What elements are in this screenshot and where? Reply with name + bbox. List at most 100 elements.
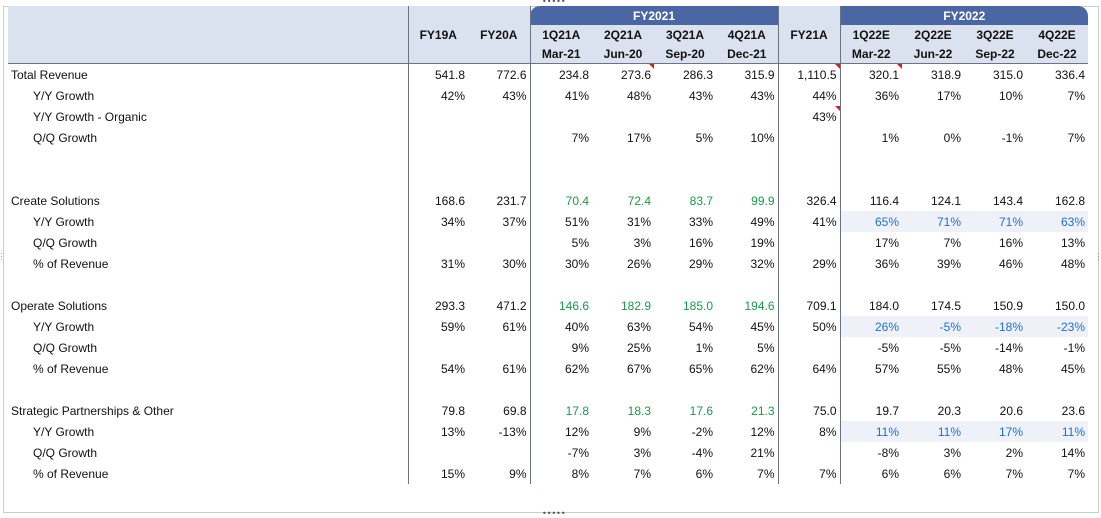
cell[interactable]: -7% (529, 442, 592, 463)
cell[interactable]: 7% (529, 127, 592, 148)
cell[interactable] (529, 106, 592, 127)
cell[interactable]: 185.0 (682, 298, 713, 313)
col-header-fy19a[interactable]: FY19A (407, 25, 468, 44)
cell[interactable]: 31% (407, 253, 468, 274)
cell[interactable]: 41% (529, 85, 592, 106)
cell[interactable]: 31% (626, 214, 651, 229)
cell[interactable]: 7% (1067, 88, 1085, 103)
cell[interactable]: 65% (688, 361, 713, 376)
cell[interactable] (902, 106, 964, 127)
cell[interactable]: 21.3 (751, 403, 775, 418)
cell[interactable]: 49% (750, 214, 775, 229)
cell[interactable]: 23.6 (1061, 403, 1085, 418)
cell[interactable]: 7% (757, 466, 775, 481)
cell[interactable]: 30% (529, 253, 592, 274)
cell[interactable]: -5% (939, 340, 961, 355)
cell[interactable]: -8% (839, 442, 902, 463)
row-label[interactable]: Q/Q Growth (33, 340, 98, 355)
cell[interactable]: 19% (750, 235, 775, 250)
cell[interactable]: 194.6 (744, 298, 775, 313)
cell[interactable]: 71% (964, 211, 1026, 232)
cell[interactable]: 15% (407, 463, 468, 484)
cell[interactable]: 41% (777, 211, 840, 232)
cell[interactable]: 61% (502, 361, 527, 376)
cell[interactable]: 36% (839, 85, 902, 106)
cell[interactable]: 17% (626, 130, 651, 145)
cell[interactable]: 42% (407, 85, 468, 106)
cell[interactable] (468, 127, 530, 148)
cell[interactable]: 124.1 (930, 193, 961, 208)
cell[interactable] (777, 337, 840, 358)
cell[interactable]: 12% (529, 421, 592, 442)
cell[interactable]: 10% (998, 88, 1023, 103)
cell[interactable] (407, 106, 468, 127)
cell[interactable]: 17.6 (689, 403, 713, 418)
cell[interactable]: 7% (1067, 130, 1085, 145)
cell[interactable]: 36% (839, 253, 902, 274)
resize-grip-top-icon[interactable]: ••••• (542, 0, 566, 6)
cell[interactable]: 70.4 (529, 190, 592, 211)
cell[interactable] (407, 442, 468, 463)
cell[interactable]: 3% (633, 235, 651, 250)
cell[interactable]: 25% (626, 340, 651, 355)
cell[interactable]: 5% (695, 130, 713, 145)
cell[interactable]: 326.4 (777, 190, 840, 211)
col-header-fy20a[interactable]: FY20A (468, 25, 530, 44)
cell[interactable]: -18% (964, 316, 1026, 337)
row-label[interactable]: Y/Y Growth (33, 424, 95, 439)
cell[interactable]: 5% (757, 340, 775, 355)
cell[interactable]: 57% (839, 358, 902, 379)
row-label[interactable]: % of Revenue (33, 466, 109, 481)
cell[interactable]: 39% (936, 256, 961, 271)
cell[interactable]: 46% (998, 256, 1023, 271)
cell[interactable]: 13% (407, 421, 468, 442)
cell[interactable]: -5% (839, 337, 902, 358)
cell[interactable]: 43% (502, 88, 527, 103)
cell[interactable]: 6% (695, 466, 713, 481)
cell[interactable]: 43% (777, 106, 840, 127)
cell[interactable]: 336.4 (1054, 67, 1085, 82)
col-header-fy21a[interactable]: FY21A (777, 25, 840, 44)
cell[interactable]: 146.6 (529, 295, 592, 316)
cell[interactable]: 61% (502, 319, 527, 334)
cell[interactable]: 43% (750, 88, 775, 103)
cell[interactable]: 3% (633, 445, 651, 460)
cell[interactable]: 162.8 (1054, 193, 1085, 208)
cell[interactable]: 55% (936, 361, 961, 376)
row-label[interactable]: Q/Q Growth (33, 235, 98, 250)
cell[interactable]: 20.6 (999, 403, 1023, 418)
cell[interactable]: 79.8 (407, 400, 468, 421)
cell[interactable]: 16% (688, 235, 713, 250)
cell[interactable]: 2% (1005, 445, 1023, 460)
cell[interactable]: 772.6 (496, 67, 527, 82)
cell[interactable]: 48% (626, 88, 651, 103)
cell[interactable] (777, 442, 840, 463)
cell[interactable]: 30% (502, 256, 527, 271)
row-label[interactable]: Strategic Partnerships & Other (11, 403, 174, 418)
cell[interactable]: -2% (691, 424, 713, 439)
cell[interactable]: 11% (839, 421, 902, 442)
col-header-3q22e[interactable]: 3Q22E (964, 25, 1026, 44)
cell[interactable]: 44% (777, 85, 840, 106)
cell[interactable]: 10% (750, 130, 775, 145)
cell[interactable]: 71% (902, 211, 964, 232)
cell[interactable]: 273.6 (592, 63, 654, 86)
cell[interactable]: 1% (839, 127, 902, 148)
cell[interactable]: 72.4 (627, 193, 651, 208)
row-label[interactable]: % of Revenue (33, 256, 109, 271)
cell[interactable]: -5% (902, 316, 964, 337)
cell[interactable]: 12% (750, 424, 775, 439)
cell[interactable]: 83.7 (689, 193, 713, 208)
cell[interactable]: 63% (626, 319, 651, 334)
row-label[interactable]: Total Revenue (11, 67, 88, 82)
resize-grip-right-icon[interactable]: · · · (1097, 249, 1100, 264)
cell[interactable] (716, 106, 778, 127)
cell[interactable]: 318.9 (930, 67, 961, 82)
cell[interactable]: 26% (839, 316, 902, 337)
cell[interactable]: 63% (1026, 211, 1088, 232)
cell[interactable]: 7% (777, 463, 840, 484)
cell[interactable]: 65% (839, 211, 902, 232)
cell[interactable]: 150.0 (1054, 298, 1085, 313)
cell[interactable]: 54% (688, 319, 713, 334)
cell[interactable]: 9% (633, 424, 651, 439)
